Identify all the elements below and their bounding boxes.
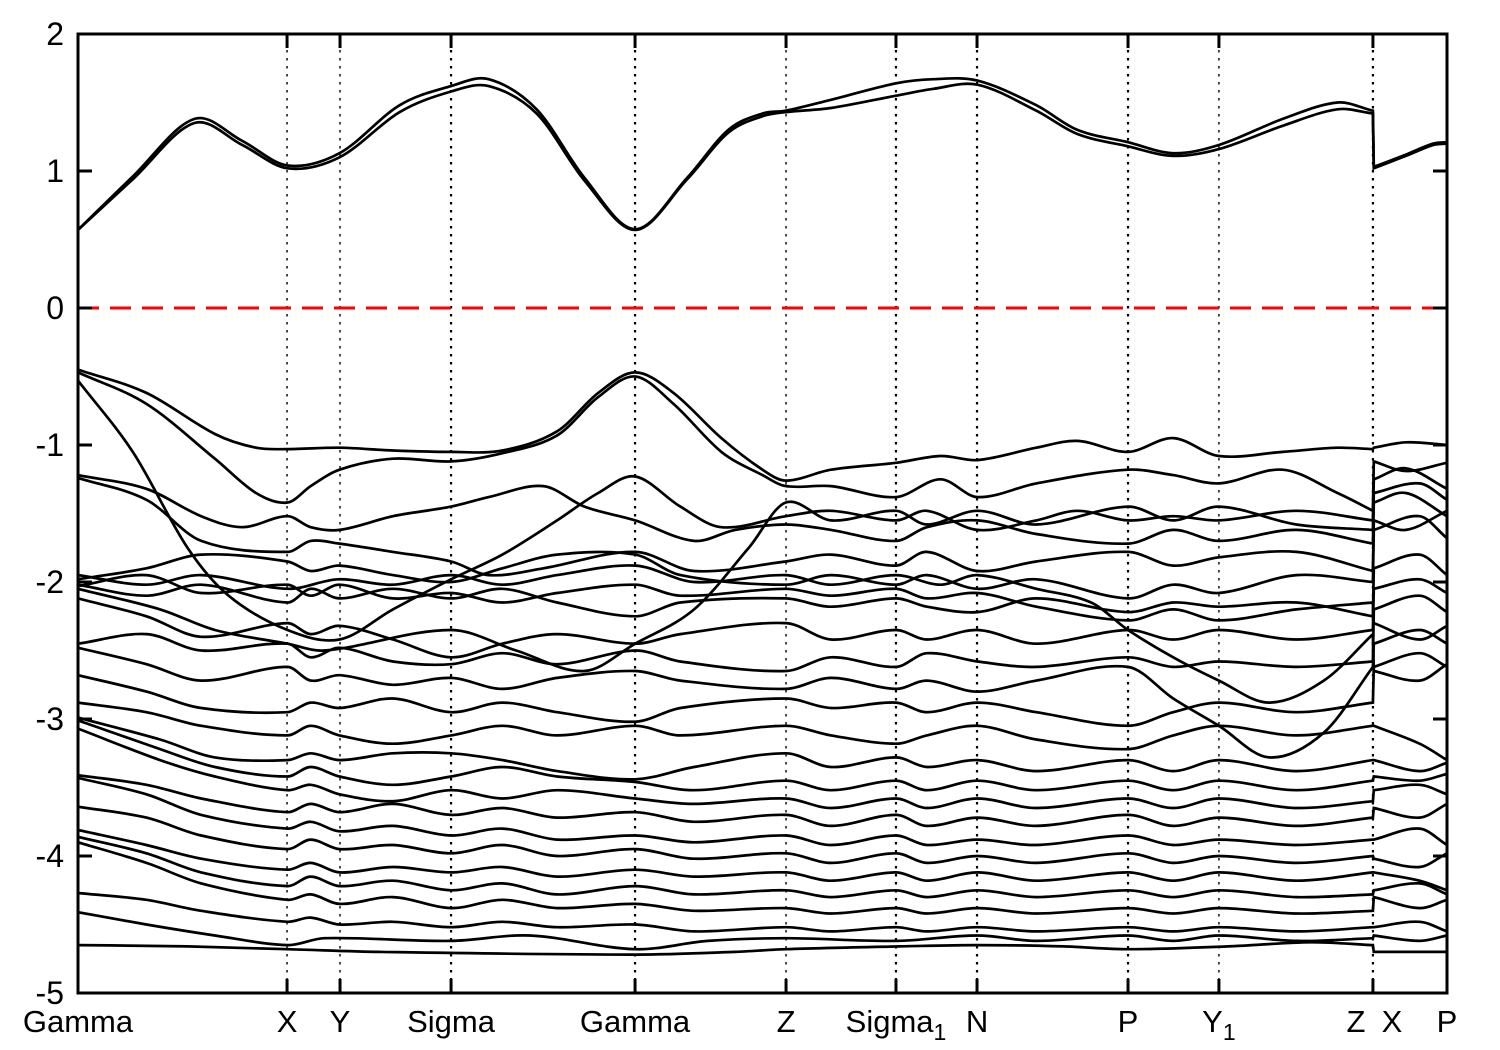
band-line [78,473,1447,546]
x-tick-label: X [1382,1004,1403,1039]
x-tick-label: X [277,1004,298,1039]
band-line [78,594,1447,673]
band-line [78,481,1447,673]
y-tick-label: -3 [36,701,64,737]
band-line [78,773,1447,828]
y-tick-label: 0 [46,290,64,326]
y-tick-label: -5 [36,975,64,1011]
x-tick-label: Gamma [580,1004,691,1039]
x-tick-label: N [966,1004,988,1039]
band-line [78,719,1447,792]
band-line [78,910,1447,951]
band-line [78,828,1447,892]
x-tick-label: Sigma1 [846,1004,947,1045]
plot-border [76,32,1449,995]
band-line [78,628,1447,759]
band-line [78,716,1447,781]
band-line [78,651,1447,728]
band-line [78,368,1447,482]
band-line [78,564,1447,704]
band-line [78,476,1447,577]
band-line [78,76,1447,231]
x-tick-label: Sigma [407,1004,496,1039]
x-tick-label: P [1437,1004,1458,1039]
band-line [78,727,1447,810]
band-line [78,940,1447,956]
y-tick-label: 2 [46,16,64,52]
x-tick-label: Z [777,1004,796,1039]
y-tick-label: 1 [46,153,64,189]
band-line [78,841,1447,915]
band-line [78,379,1447,642]
x-tick-label: Z [1346,1004,1365,1039]
band-line [78,835,1447,899]
band-line [78,82,1447,232]
y-tick-label: -4 [36,838,64,874]
band-line [78,701,1447,762]
y-tick-label: -1 [36,427,64,463]
band-line [78,776,1447,847]
band-line [78,514,1447,600]
band-line [78,371,1447,513]
x-tick-label: Gamma [23,1004,134,1039]
y-tick-label: -2 [36,564,64,600]
band-line [78,891,1447,933]
band-line [78,553,1447,618]
band-line [78,577,1447,659]
x-tick-label: Y [330,1004,351,1039]
band-line [78,573,1447,641]
band-line [78,805,1447,869]
x-tick-label: Y1 [1202,1004,1235,1045]
x-tick-label: P [1118,1004,1139,1039]
